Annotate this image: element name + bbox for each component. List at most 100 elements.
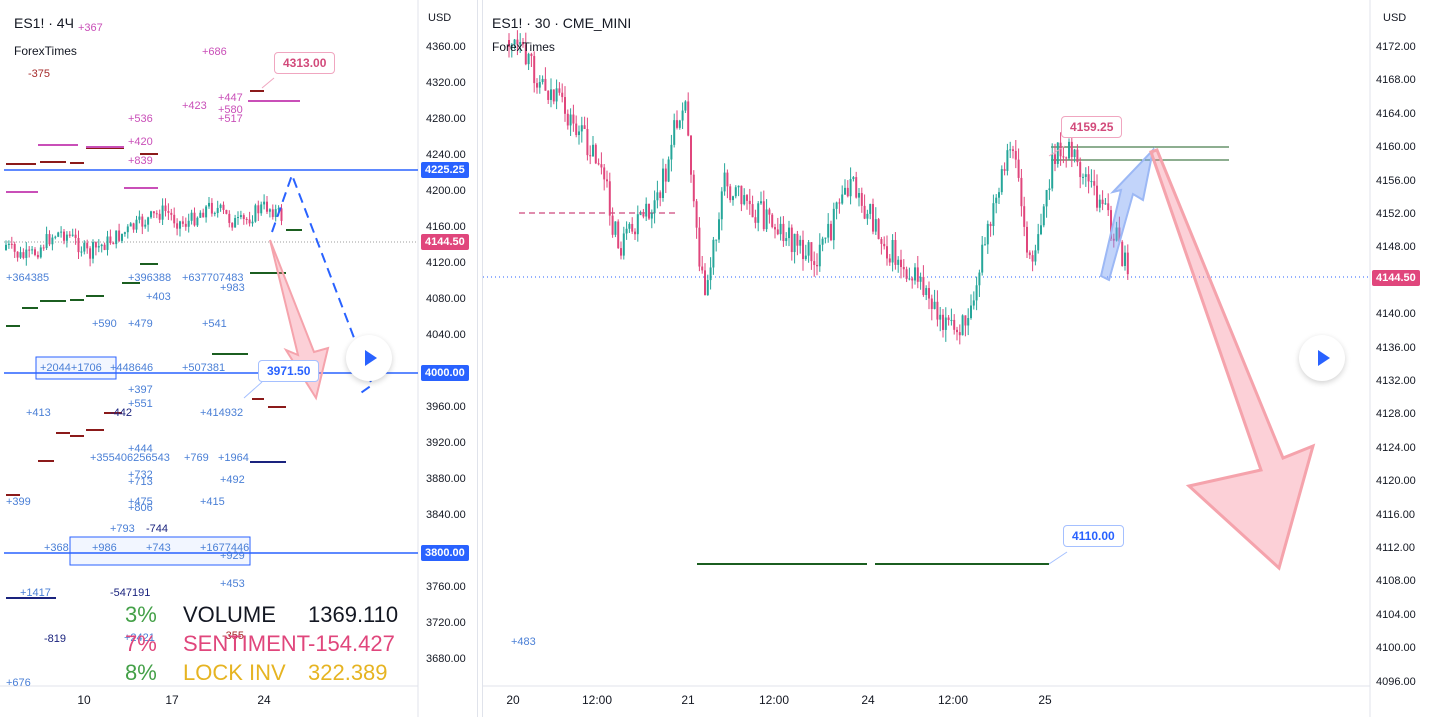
right-candle-body-83 xyxy=(740,185,743,205)
right-candle-body-48 xyxy=(642,214,645,217)
right-candle-body-18 xyxy=(558,88,561,93)
left-chart-title: ES1! · 4Ч xyxy=(14,15,74,31)
right-y-tick-15: 4112.00 xyxy=(1376,542,1415,554)
right-candle-body-57 xyxy=(667,159,670,182)
left-candle-body-40 xyxy=(121,233,123,241)
left-projection-path xyxy=(271,172,374,396)
left-candle-body-85 xyxy=(251,221,254,224)
right-candle-body-28 xyxy=(586,128,589,156)
left-candle-body-82 xyxy=(242,215,245,219)
right-candle-body-133 xyxy=(880,239,883,244)
right-candle-body-203 xyxy=(1076,149,1079,163)
right-candle-body-199 xyxy=(1065,157,1068,159)
left-candle-body-78 xyxy=(231,222,234,228)
left-candle-body-86 xyxy=(254,205,257,222)
right-candle-body-68 xyxy=(698,227,701,267)
left-level-label-13: +983 xyxy=(220,282,245,294)
left-candle-body-41 xyxy=(123,232,126,234)
left-candle-body-50 xyxy=(150,211,152,218)
left-level-label-0: +367 xyxy=(78,22,103,34)
right-candle-body-192 xyxy=(1045,189,1048,207)
left-chart-canvas[interactable] xyxy=(0,0,477,717)
right-replay-button[interactable] xyxy=(1299,335,1345,381)
left-candle-body-2 xyxy=(10,243,13,245)
left-level-label-39: +368 xyxy=(44,542,69,554)
right-y-tick-16: 4108.00 xyxy=(1376,575,1416,588)
right-candle-body-61 xyxy=(678,120,681,128)
legend-row-volume: 3% VOLUME 1369.110 xyxy=(125,600,398,629)
left-candle-body-75 xyxy=(222,204,225,210)
left-chart-panel[interactable]: ES1! · 4Ч ForexTimes USD 4360.00 4320.00 4… xyxy=(0,0,478,717)
left-level-label-28: +769 xyxy=(184,452,209,464)
left-level-label-42: +1677446 xyxy=(200,542,250,554)
left-down-arrow xyxy=(269,239,330,401)
left-level-label-26: +444 xyxy=(128,443,153,455)
left-level-label-25: +414932 xyxy=(200,407,244,419)
right-candle-body-111 xyxy=(818,244,821,267)
left-candle-body-4 xyxy=(16,251,19,258)
left-candle-body-67 xyxy=(199,212,202,218)
right-y-tick-17: 4104.00 xyxy=(1376,608,1416,621)
left-level-label-1: -375 xyxy=(28,68,51,80)
right-candle-body-87 xyxy=(751,204,754,218)
right-candle-body-93 xyxy=(768,209,771,215)
right-candle-body-165 xyxy=(970,305,972,319)
left-level-label-35: +806 xyxy=(128,502,153,514)
left-candle-body-46 xyxy=(138,216,141,220)
left-candle-body-42 xyxy=(126,226,129,233)
right-candle-body-27 xyxy=(583,125,586,129)
left-candle-body-18 xyxy=(57,232,60,237)
right-candle-body-184 xyxy=(1023,206,1026,227)
legend-volume-name: VOLUME xyxy=(183,602,276,627)
right-candle-body-92 xyxy=(765,209,768,230)
left-candle-body-7 xyxy=(25,249,28,258)
right-candle-body-113 xyxy=(824,237,827,239)
right-candle-body-98 xyxy=(782,223,785,242)
right-y-tick-4: 4156.00 xyxy=(1376,174,1416,187)
price-tag-current: 4144.50 xyxy=(421,234,469,250)
right-candle-body-20 xyxy=(564,97,566,114)
left-candle-body-20 xyxy=(63,231,65,241)
legend-sentiment-name: SENTIMENT xyxy=(183,631,311,656)
right-candle-body-69 xyxy=(701,266,704,271)
right-candle-body-80 xyxy=(732,196,734,201)
right-candle-body-145 xyxy=(914,267,916,281)
right-candle-body-194 xyxy=(1051,154,1054,189)
right-candle-body-122 xyxy=(849,179,852,197)
right-chart-panel[interactable]: ES1! · 30 · CME_MINI ForexTimes USD 4172… xyxy=(482,0,1435,717)
right-candle-body-60 xyxy=(676,120,678,128)
right-candle-body-31 xyxy=(594,144,597,164)
right-candle-body-107 xyxy=(807,242,810,256)
right-candle-body-131 xyxy=(874,219,877,232)
right-candle-body-101 xyxy=(790,227,793,253)
legend-row-sentiment: 7% SENTIMENT -154.427 xyxy=(125,629,398,658)
right-candle-body-138 xyxy=(894,239,897,265)
right-candle-body-50 xyxy=(648,203,650,219)
right-chart-canvas[interactable] xyxy=(483,0,1435,717)
left-candle-body-63 xyxy=(187,220,190,227)
right-candle-body-209 xyxy=(1093,181,1096,186)
left-replay-button[interactable] xyxy=(346,335,392,381)
left-candle-body-16 xyxy=(51,237,54,245)
right-y-tick-0: 4172.00 xyxy=(1376,41,1416,53)
left-candle-body-26 xyxy=(80,251,83,253)
right-candle-body-181 xyxy=(1014,150,1017,160)
callout-target-low-30m: 4110.00 xyxy=(1063,525,1124,547)
right-candle-body-132 xyxy=(877,219,880,240)
right-candle-body-137 xyxy=(891,239,894,263)
legend-lock-inv-pct: 8% xyxy=(125,660,157,685)
left-candle-body-59 xyxy=(176,223,179,229)
right-candle-body-41 xyxy=(622,233,625,256)
left-level-label-34: +475 xyxy=(128,496,153,508)
right-candle-body-202 xyxy=(1073,149,1076,158)
right-candle-body-126 xyxy=(860,193,863,206)
price-tag-upper-level: 4225.25 xyxy=(421,162,469,178)
left-level-label-32: +492 xyxy=(220,474,245,486)
right-x-tick-1: 12:00 xyxy=(581,693,613,707)
right-candle-body-218 xyxy=(1118,227,1121,242)
right-candle-body-118 xyxy=(838,202,841,204)
left-candle-body-72 xyxy=(213,213,216,215)
right-candle-body-125 xyxy=(858,193,860,198)
right-y-tick-10: 4132.00 xyxy=(1376,375,1416,387)
right-x-tick-2: 21 xyxy=(681,693,695,707)
